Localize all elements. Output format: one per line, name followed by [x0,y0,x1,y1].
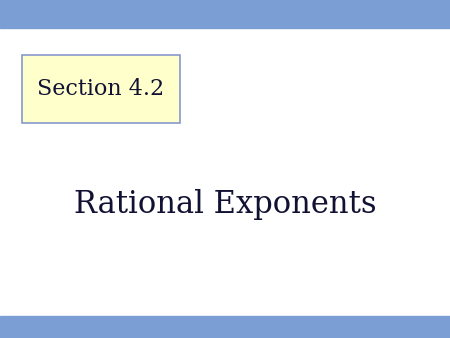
Bar [0,0,450,28]
Text: Rational Exponents: Rational Exponents [74,190,376,220]
Bar [22,55,180,123]
Bar [0,316,450,338]
Text: Section 4.2: Section 4.2 [37,78,165,100]
